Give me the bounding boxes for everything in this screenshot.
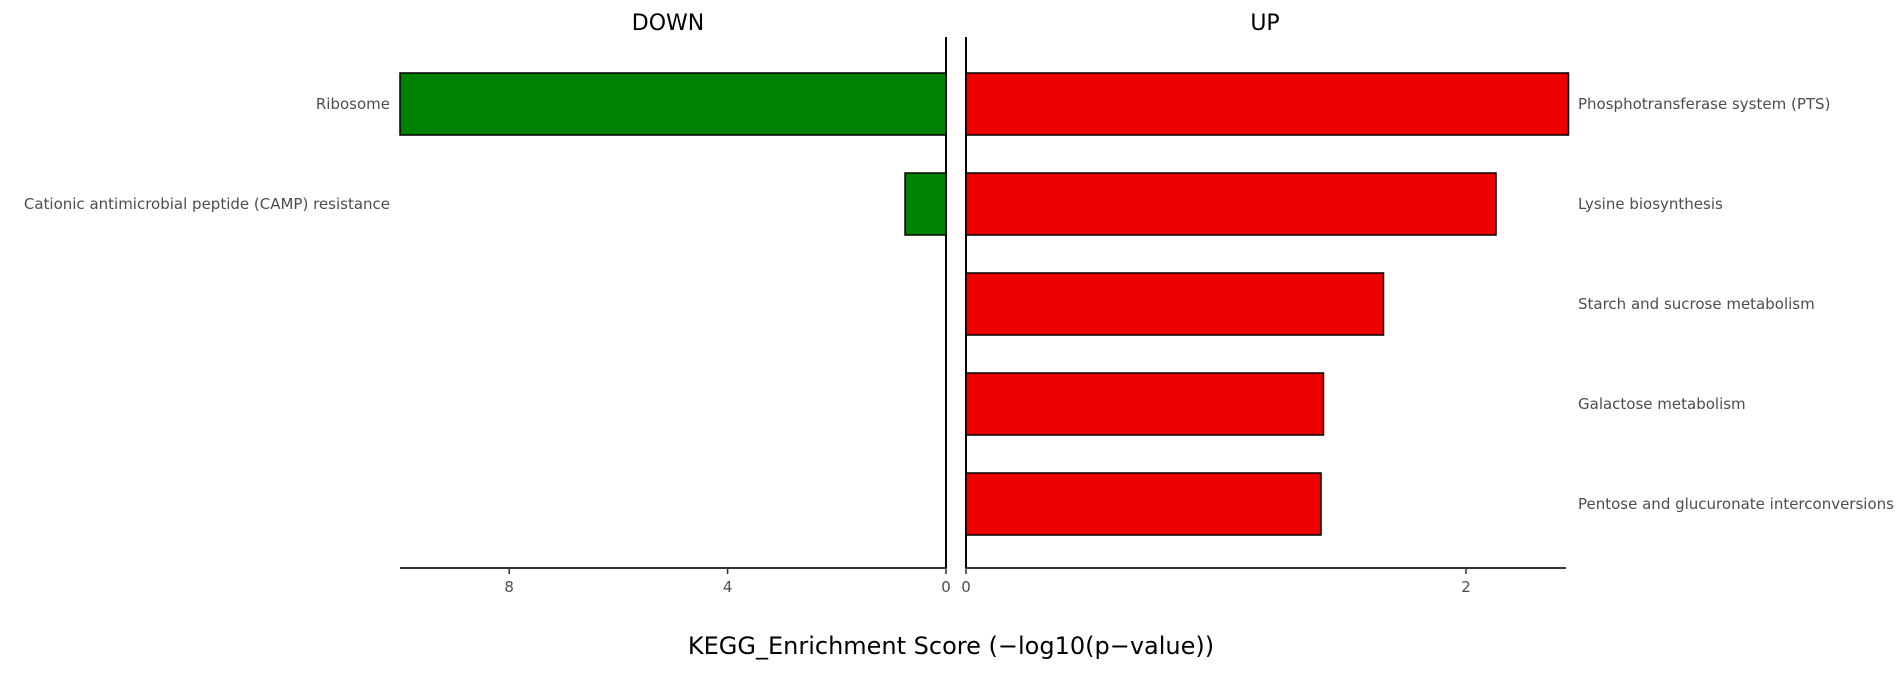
- down-bar-2: [904, 172, 947, 236]
- down-tick-label: 8: [504, 578, 514, 596]
- down-bar-1: [399, 72, 947, 136]
- up-bar-3: [965, 272, 1385, 336]
- up-bar-2: [965, 172, 1497, 236]
- up-category-label: Phosphotransferase system (PTS): [1578, 95, 1830, 113]
- up-category-label: Galactose metabolism: [1578, 395, 1746, 413]
- chart-marks: Ribosome Cationic antimicrobial peptide (…: [24, 37, 1894, 596]
- up-category-label: Lysine biosynthesis: [1578, 195, 1723, 213]
- up-bar-5: [965, 472, 1322, 536]
- down-category-label: Cationic antimicrobial peptide (CAMP) re…: [24, 195, 390, 213]
- x-axis-title: KEGG_Enrichment Score (−log10(p−value)): [688, 632, 1214, 660]
- up-bar-1: [965, 72, 1570, 136]
- up-tick-label: 0: [961, 578, 971, 596]
- up-tick-label: 2: [1461, 578, 1471, 596]
- up-panel-title: UP: [1250, 11, 1279, 36]
- down-category-label: Ribosome: [316, 95, 390, 113]
- up-category-label: Pentose and glucuronate interconversions: [1578, 495, 1894, 513]
- down-tick-label: 0: [941, 578, 951, 596]
- down-panel-title: DOWN: [632, 11, 704, 36]
- up-category-label: Starch and sucrose metabolism: [1578, 295, 1815, 313]
- up-bar-4: [965, 372, 1325, 436]
- down-tick-label: 4: [723, 578, 733, 596]
